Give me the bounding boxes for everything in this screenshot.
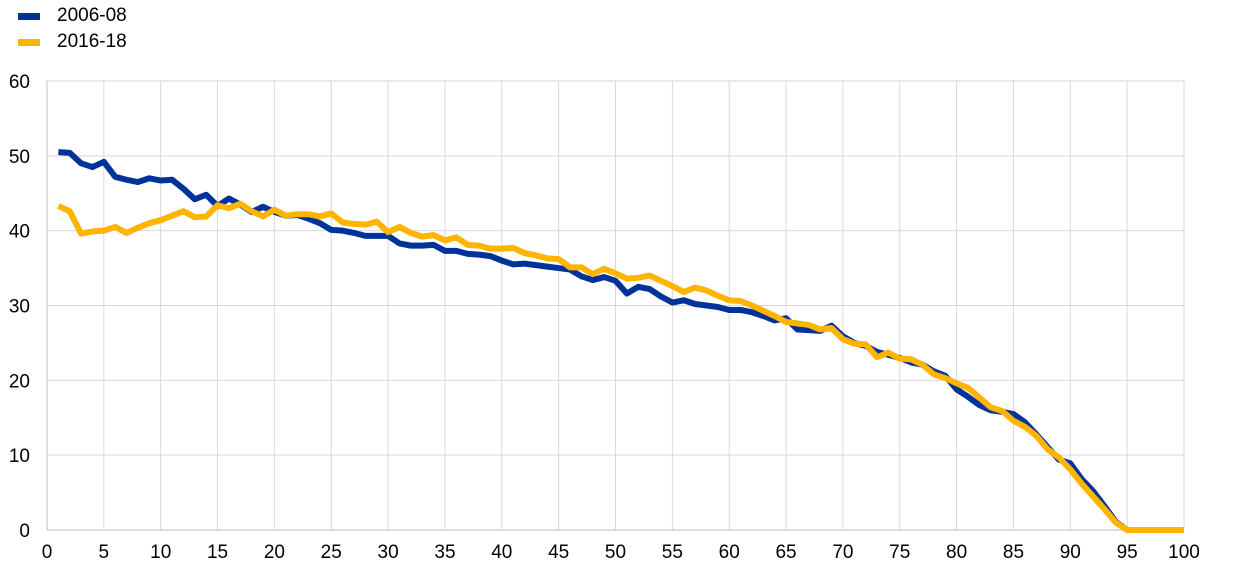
x-tick-label: 15 (207, 542, 228, 563)
x-tick-label: 50 (605, 542, 626, 563)
x-tick-label: 75 (889, 542, 910, 563)
x-tick-label: 60 (719, 542, 740, 563)
x-tick-label: 30 (378, 542, 399, 563)
y-tick-label: 20 (9, 371, 30, 392)
x-tick-label: 35 (434, 542, 455, 563)
legend: 2006-08 2016-18 (18, 3, 127, 55)
x-tick-label: 80 (946, 542, 967, 563)
y-tick-label: 30 (9, 297, 30, 318)
x-tick-label: 70 (832, 542, 853, 563)
x-tick-label: 85 (1003, 542, 1024, 563)
y-tick-label: 40 (9, 222, 30, 243)
legend-label-series-2: 2016-18 (57, 31, 127, 52)
x-tick-label: 100 (1168, 542, 1200, 563)
y-tick-label: 10 (9, 446, 30, 467)
legend-label-series-1: 2006-08 (57, 5, 127, 26)
y-tick-label: 50 (9, 147, 30, 168)
x-tick-label: 40 (491, 542, 512, 563)
x-tick-label: 20 (264, 542, 285, 563)
y-tick-label: 60 (9, 72, 30, 93)
legend-swatch-series-1 (18, 12, 40, 20)
x-tick-label: 5 (99, 542, 110, 563)
x-tick-label: 25 (321, 542, 342, 563)
y-tick-label: 0 (19, 521, 30, 542)
x-tick-label: 45 (548, 542, 569, 563)
axes (46, 81, 1184, 531)
x-tick-label: 65 (775, 542, 796, 563)
x-tick-label: 95 (1117, 542, 1138, 563)
x-tick-label: 90 (1060, 542, 1081, 563)
x-tick-label: 10 (150, 542, 171, 563)
legend-item-series-1: 2006-08 (18, 3, 127, 29)
x-tick-label: 55 (662, 542, 683, 563)
gridlines (47, 80, 1185, 530)
x-tick-label: 0 (42, 542, 53, 563)
legend-swatch-series-2 (18, 38, 40, 46)
legend-item-series-2: 2016-18 (18, 29, 127, 55)
series-line-2 (57, 200, 1184, 533)
series-lines (57, 149, 1184, 533)
tick-labels: 0 5 10 15 20 25 30 35 40 45 50 55 60 65 70 75 80 85 90 95 10… (9, 72, 1200, 563)
